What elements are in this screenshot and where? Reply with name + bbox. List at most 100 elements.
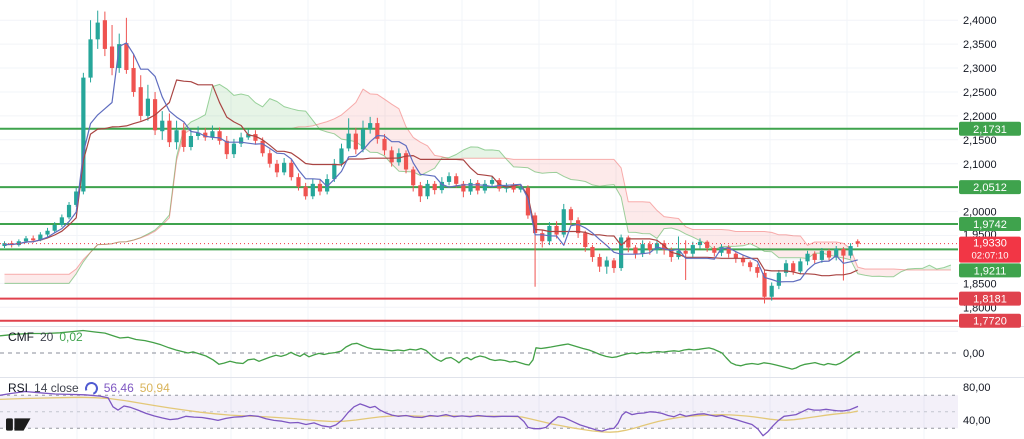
cmf-axis-label: 0,00 <box>963 348 984 360</box>
cloud-segment <box>599 159 607 187</box>
last-price-badge: 1,9330 <box>973 238 1007 250</box>
candle-body <box>253 134 258 141</box>
cmf-indicator-title[interactable]: CMF <box>8 330 34 344</box>
candle-body <box>145 98 150 116</box>
axis-label: 2,0000 <box>963 207 997 219</box>
candle-body <box>719 247 724 253</box>
candle-body <box>805 253 810 262</box>
cloud-segment <box>226 88 234 130</box>
candle-body <box>783 263 789 273</box>
candle-body <box>52 224 57 231</box>
candle-body <box>274 163 280 173</box>
sr-price-badge: 1,9211 <box>974 265 1007 277</box>
candle-body <box>325 179 330 192</box>
cloud-segment <box>33 274 41 284</box>
candle-body <box>45 230 50 235</box>
rsi-indicator-param: 14 close <box>34 381 79 395</box>
candle-body <box>583 233 588 248</box>
cloud-segment <box>735 231 744 247</box>
candle-body <box>733 253 738 259</box>
candle-body <box>375 123 380 139</box>
candle-body <box>282 162 287 173</box>
cloud-segment <box>241 94 249 130</box>
candle-body <box>117 44 122 69</box>
axis-label: 2,4000 <box>963 15 997 27</box>
candle-body <box>203 132 208 138</box>
candle-body <box>188 135 194 148</box>
cloud-segment <box>578 159 586 182</box>
candle-body <box>346 133 351 149</box>
candle-body <box>697 241 703 246</box>
cloud-segment <box>771 232 779 258</box>
cloud-segment <box>348 102 356 142</box>
candle-body <box>160 120 165 132</box>
candle-body <box>532 215 538 234</box>
candle-body <box>640 244 645 254</box>
candle-body <box>260 140 265 154</box>
candle-body <box>59 217 64 225</box>
cloud-segment <box>778 234 787 258</box>
candle-body <box>246 134 251 138</box>
cloud-segment <box>470 146 478 159</box>
sr-price-badge: 2,1731 <box>973 124 1007 136</box>
sr-price-badge-bg <box>959 216 1021 231</box>
candle-body <box>95 22 100 40</box>
candle-body <box>475 182 480 191</box>
candle-body <box>576 220 581 234</box>
loading-spinner-icon <box>82 379 100 397</box>
candle-body <box>841 248 846 256</box>
candle-body <box>131 68 136 92</box>
cloud-segment <box>305 111 313 127</box>
sr-price-badge: 1,7720 <box>973 316 1007 328</box>
candle-body <box>217 131 222 141</box>
candle-body <box>855 241 860 244</box>
candle-body <box>339 148 344 164</box>
candle-body <box>590 247 595 258</box>
price-axis[interactable] <box>958 0 1024 439</box>
candle-body <box>726 247 731 254</box>
candle-body <box>425 183 430 197</box>
rsi-axis-label: 80,00 <box>963 382 991 394</box>
candle-body <box>525 187 531 216</box>
axis-label: 1,8500 <box>963 278 997 290</box>
candle-body <box>88 39 93 78</box>
candle-body <box>791 263 796 272</box>
axis-label: 2,2500 <box>963 87 997 99</box>
cloud-segment <box>513 159 521 168</box>
cloud-segment <box>205 86 213 130</box>
candle-body <box>740 258 746 263</box>
candle-body <box>432 183 437 191</box>
cloud-segment <box>219 84 227 130</box>
cmf-value: 0,02 <box>59 330 83 344</box>
candle-body <box>647 244 652 250</box>
candle-body <box>762 272 767 297</box>
rsi-indicator-title[interactable]: RSI <box>8 381 29 395</box>
cloud-segment <box>563 159 571 180</box>
candle-body <box>712 247 717 253</box>
candle-body <box>195 132 201 136</box>
sr-price-badge-bg <box>959 121 1021 136</box>
cloud-segment <box>4 274 12 284</box>
cloud-segment <box>635 201 643 234</box>
candle-body <box>210 131 215 138</box>
candle-body <box>31 238 36 241</box>
candle-body <box>181 130 186 148</box>
cloud-segment <box>276 101 285 130</box>
candle-body <box>511 185 516 190</box>
candle-body <box>604 260 609 267</box>
grid-lines <box>0 0 958 439</box>
rsi-ma-value: 50,94 <box>139 381 170 395</box>
cloud-segment <box>642 201 650 234</box>
sr-price-badge-bg <box>959 180 1021 195</box>
cloud-segment <box>334 114 342 140</box>
candle-body <box>382 138 387 151</box>
cloud-segment <box>814 241 822 254</box>
cloud-segment <box>341 108 349 141</box>
candle-body <box>124 43 129 70</box>
candle-body <box>102 20 107 49</box>
tradingview-logo[interactable] <box>6 416 32 433</box>
candle-body <box>454 176 459 184</box>
candle-body <box>174 130 179 143</box>
cloud-segment <box>11 274 19 284</box>
